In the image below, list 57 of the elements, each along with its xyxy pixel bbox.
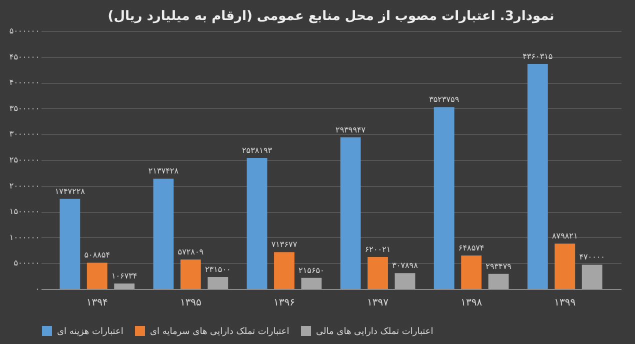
data-label: ۳۵۲۳۷۵۹	[429, 95, 460, 104]
bar	[274, 252, 294, 289]
y-tick-label: ۱۰۰۰۰۰۰	[9, 232, 40, 242]
bar	[554, 244, 576, 289]
x-tick-label: ۱۳۹۸	[460, 298, 483, 308]
y-tick-label: ۰	[35, 284, 40, 294]
chart-title: نمودار3. اعتبارات مصوب از محل منابع عمومی (ارقام به میلیارد ریال)	[108, 9, 554, 24]
data-label: ۲۵۳۸۱۹۳	[242, 146, 273, 156]
bar	[394, 273, 416, 289]
x-tick-label: ۱۳۹۹	[554, 298, 576, 308]
data-label: ۲۹۳۹۹۴۷	[336, 125, 366, 134]
data-label: ۱۰۶۷۳۴	[111, 271, 138, 280]
y-tick-label: ۳۵۰۰۰۰۰	[9, 104, 40, 113]
x-tick-label: ۱۳۹۶	[273, 298, 295, 308]
data-label: ۲۳۱۵۰۰	[205, 265, 231, 274]
data-label: ۵۰۸۸۵۴	[84, 250, 110, 260]
data-label: ۶۴۸۵۷۴	[458, 244, 484, 253]
x-tick-label: ۱۳۹۷	[367, 298, 390, 308]
bar	[86, 262, 108, 289]
data-label: ۲۱۳۷۴۲۸	[148, 166, 180, 176]
bar	[434, 107, 454, 289]
x-tick-label: ۱۳۹۵	[180, 298, 202, 308]
data-label: ۶۲۰۰۲۱	[364, 245, 391, 254]
y-tick-label: ۵۰۰۰۰۰	[14, 258, 40, 268]
data-label: ۴۷۰۰۰۰	[579, 252, 605, 262]
y-tick-label: ۴۵۰۰۰۰۰	[9, 52, 40, 62]
data-label: ۲۹۳۴۷۹	[486, 262, 512, 271]
y-tick-label: ۳۰۰۰۰۰۰	[9, 130, 40, 139]
bar	[301, 278, 322, 289]
y-tick-label: ۲۵۰۰۰۰۰	[9, 156, 40, 164]
data-label: ۵۷۲۸۰۹	[178, 247, 204, 256]
bar	[246, 158, 268, 289]
bar	[582, 264, 602, 289]
data-label: ۲۱۵۶۵۰	[298, 266, 324, 275]
bar	[60, 198, 80, 289]
data-label: ۳۰۷۸۹۸	[392, 261, 419, 270]
bar	[340, 137, 361, 289]
legend-label: اعتبارات هزینه ای	[57, 327, 124, 337]
bar	[153, 178, 174, 289]
y-tick-label: ۲۰۰۰۰۰۰	[9, 181, 40, 190]
bar	[114, 283, 135, 289]
bar	[461, 256, 482, 289]
y-tick-label: ۴۰۰۰۰۰۰	[9, 78, 40, 88]
bar	[527, 64, 548, 289]
y-tick-label: ۵۰۰۰۰۰۰	[9, 26, 40, 36]
bar	[208, 277, 228, 289]
bar	[488, 274, 509, 289]
bar	[368, 257, 388, 289]
data-label: ۴۳۶۰۳۱۵	[522, 52, 553, 62]
legend-label: اعتبارات تملک دارایی های سرمایه ای	[150, 327, 290, 337]
data-label: ۱۷۴۷۲۲۸	[54, 186, 86, 196]
data-label: ۸۷۹۸۲۱	[552, 232, 578, 241]
legend-label: اعتبارات تملک دارایی های مالی	[316, 327, 434, 337]
bar	[180, 259, 201, 289]
x-tick-label: ۱۳۹۴	[86, 298, 108, 308]
data-label: ۷۱۳۶۷۷	[271, 240, 298, 250]
y-tick-label: ۱۵۰۰۰۰۰	[9, 207, 40, 216]
